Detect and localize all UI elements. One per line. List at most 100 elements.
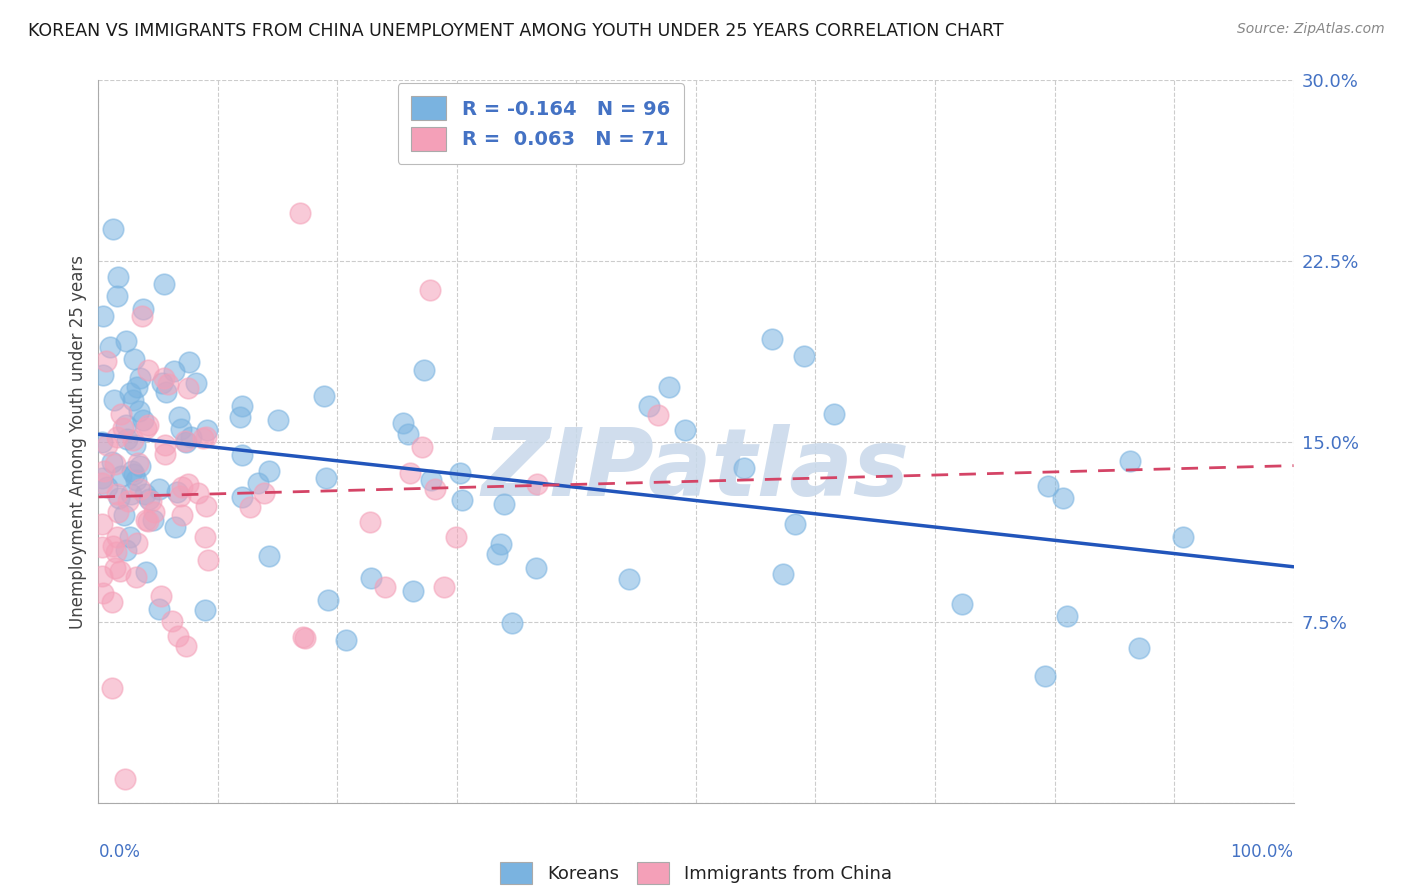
Point bbox=[401, 584, 423, 599]
Point bbox=[127, 380, 149, 394]
Point bbox=[194, 530, 217, 544]
Point bbox=[103, 393, 125, 408]
Point bbox=[177, 355, 200, 369]
Point bbox=[91, 471, 114, 485]
Point bbox=[136, 515, 159, 529]
Point bbox=[91, 540, 114, 554]
Point bbox=[1052, 491, 1074, 505]
Point bbox=[114, 772, 136, 786]
Point bbox=[120, 386, 142, 401]
Point bbox=[131, 309, 153, 323]
Point bbox=[785, 516, 807, 531]
Point bbox=[444, 531, 467, 545]
Point bbox=[163, 364, 186, 378]
Point bbox=[489, 537, 512, 551]
Point bbox=[485, 547, 508, 561]
Point bbox=[115, 334, 138, 348]
Point bbox=[93, 464, 115, 478]
Point bbox=[115, 418, 138, 433]
Point bbox=[135, 513, 157, 527]
Point bbox=[433, 580, 456, 594]
Point bbox=[637, 399, 659, 413]
Point bbox=[193, 431, 215, 445]
Point bbox=[128, 404, 150, 418]
Point bbox=[110, 407, 132, 421]
Point bbox=[1128, 640, 1150, 655]
Point bbox=[120, 529, 142, 543]
Point bbox=[195, 423, 218, 437]
Text: ZIPatlas: ZIPatlas bbox=[482, 425, 910, 516]
Point bbox=[101, 539, 124, 553]
Point bbox=[823, 407, 845, 421]
Point bbox=[231, 399, 253, 413]
Point bbox=[129, 482, 152, 496]
Point bbox=[194, 499, 217, 513]
Point bbox=[399, 467, 422, 481]
Point bbox=[150, 589, 173, 603]
Point bbox=[420, 473, 443, 487]
Point bbox=[793, 349, 815, 363]
Point bbox=[647, 408, 669, 422]
Point bbox=[93, 586, 115, 600]
Point bbox=[129, 459, 152, 474]
Point bbox=[104, 457, 127, 471]
Point bbox=[115, 432, 138, 446]
Text: 100.0%: 100.0% bbox=[1230, 843, 1294, 861]
Y-axis label: Unemployment Among Youth under 25 years: Unemployment Among Youth under 25 years bbox=[69, 254, 87, 629]
Point bbox=[673, 423, 696, 437]
Point bbox=[114, 508, 136, 522]
Point bbox=[153, 371, 176, 385]
Point bbox=[174, 434, 197, 449]
Point bbox=[524, 561, 547, 575]
Point bbox=[335, 633, 357, 648]
Point bbox=[114, 543, 136, 558]
Point bbox=[155, 447, 177, 461]
Point bbox=[131, 301, 153, 316]
Point bbox=[141, 493, 163, 508]
Point bbox=[617, 572, 640, 586]
Point bbox=[125, 474, 148, 488]
Text: KOREAN VS IMMIGRANTS FROM CHINA UNEMPLOYMENT AMONG YOUTH UNDER 25 YEARS CORRELAT: KOREAN VS IMMIGRANTS FROM CHINA UNEMPLOY… bbox=[28, 22, 1004, 40]
Point bbox=[165, 520, 187, 534]
Point bbox=[153, 277, 176, 292]
Point bbox=[136, 418, 159, 433]
Point bbox=[294, 632, 316, 646]
Point bbox=[173, 434, 195, 448]
Point bbox=[91, 569, 114, 583]
Point bbox=[112, 421, 135, 435]
Point bbox=[91, 368, 114, 382]
Point bbox=[374, 581, 396, 595]
Point bbox=[449, 466, 471, 480]
Point bbox=[1035, 669, 1057, 683]
Point bbox=[138, 492, 160, 507]
Point bbox=[526, 476, 548, 491]
Point bbox=[451, 493, 474, 508]
Point bbox=[157, 376, 180, 391]
Point bbox=[257, 464, 280, 478]
Point bbox=[110, 469, 132, 483]
Point bbox=[733, 461, 755, 475]
Point bbox=[231, 448, 253, 462]
Point bbox=[155, 384, 177, 399]
Point bbox=[167, 410, 190, 425]
Legend: Koreans, Immigrants from China: Koreans, Immigrants from China bbox=[492, 855, 900, 892]
Text: 0.0%: 0.0% bbox=[98, 843, 141, 861]
Point bbox=[315, 470, 337, 484]
Point bbox=[288, 205, 311, 219]
Point bbox=[252, 486, 274, 500]
Point bbox=[127, 536, 149, 550]
Point bbox=[135, 421, 157, 435]
Point bbox=[266, 413, 288, 427]
Point bbox=[107, 505, 129, 519]
Point bbox=[124, 438, 146, 452]
Point bbox=[194, 603, 217, 617]
Point bbox=[91, 516, 114, 531]
Point bbox=[423, 482, 446, 496]
Point bbox=[195, 429, 218, 443]
Point bbox=[121, 433, 143, 447]
Point bbox=[91, 309, 114, 323]
Point bbox=[359, 516, 381, 530]
Point bbox=[107, 487, 129, 501]
Point bbox=[91, 434, 114, 449]
Point bbox=[231, 491, 253, 505]
